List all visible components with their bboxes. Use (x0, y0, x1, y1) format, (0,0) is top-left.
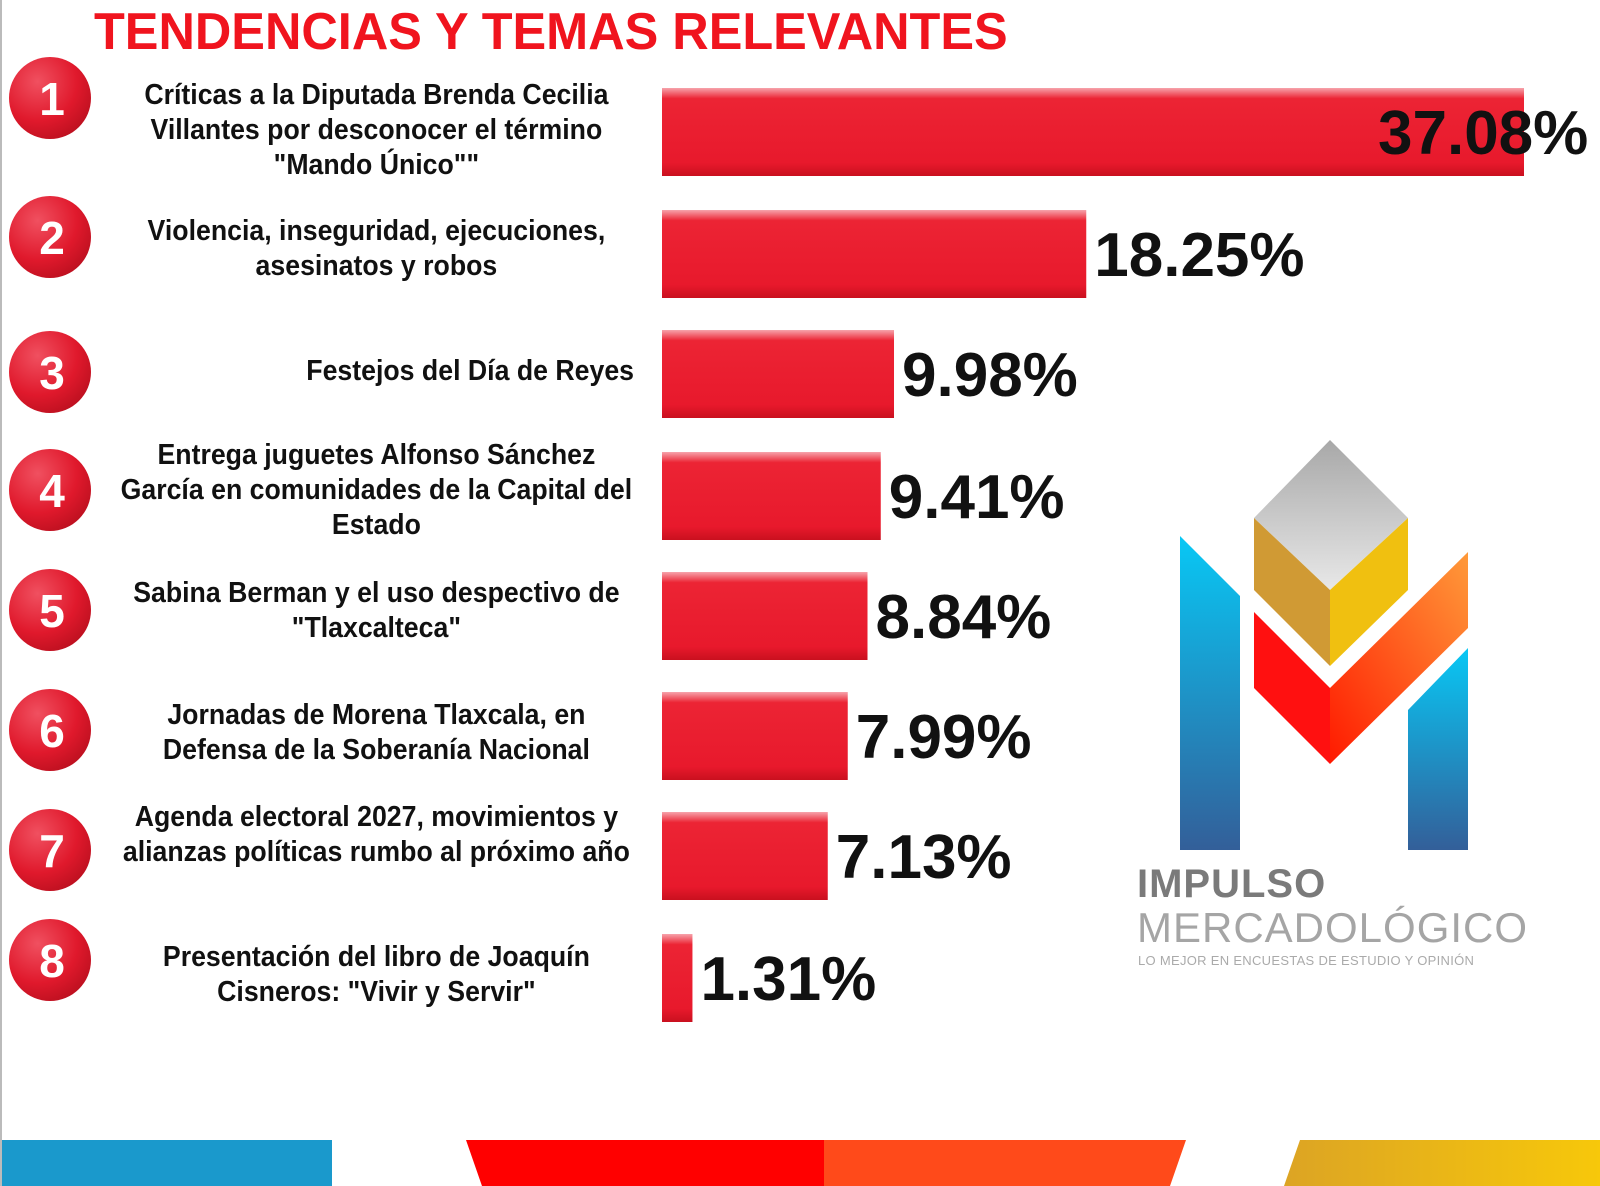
logo-line2: MERCADOLÓGICO (1137, 904, 1529, 951)
rank-badge (9, 689, 91, 771)
bar (662, 572, 868, 660)
category-label: Sabina Berman y el uso despectivo de "Tl… (133, 577, 620, 644)
value-label: 9.98% (902, 341, 1078, 410)
footer-band-yellow (1284, 1140, 1600, 1186)
bar (662, 452, 881, 540)
rank-number: 6 (39, 705, 65, 757)
footer-band-red (466, 1140, 824, 1186)
category-label: Jornadas de Morena Tlaxcala, en Defensa … (162, 699, 590, 766)
category-label: Entrega juguetes Alfonso Sánchez García … (120, 439, 633, 541)
rank-number: 8 (39, 935, 65, 987)
impulso-logo-icon (1180, 440, 1468, 850)
category-label: Violencia, inseguridad, ejecuciones, ase… (147, 215, 606, 282)
value-label: 8.84% (876, 583, 1052, 652)
value-label: 7.13% (836, 823, 1012, 892)
bar (662, 88, 1524, 176)
rank-badge (9, 809, 91, 891)
bar (662, 812, 828, 900)
category-label: Presentación del libro de Joaquín Cisner… (162, 941, 590, 1008)
rank-badge (9, 57, 91, 139)
rank-number: 4 (39, 465, 65, 517)
rank-number: 2 (39, 212, 65, 264)
chart-title: TENDENCIAS Y TEMAS RELEVANTES (94, 3, 1008, 61)
value-label: 1.31% (700, 945, 876, 1014)
rank-number: 3 (39, 347, 65, 399)
value-label: 18.25% (1094, 221, 1304, 290)
rank-number: 7 (39, 825, 65, 877)
rank-badge (9, 569, 91, 651)
bar (662, 934, 693, 1022)
bar (662, 692, 848, 780)
footer-band-orange (824, 1140, 1186, 1186)
rank-badge (9, 919, 91, 1001)
bar (662, 330, 895, 418)
category-label: Críticas a la Diputada Brenda Cecilia Vi… (144, 79, 609, 181)
category-label: Agenda electoral 2027, movimientos y ali… (122, 801, 630, 868)
logo-line1: IMPULSO (1137, 862, 1327, 906)
bar (662, 210, 1087, 298)
logo-tagline: LO MEJOR EN ENCUESTAS DE ESTUDIO Y OPINI… (1138, 953, 1475, 968)
footer-band-blue (2, 1140, 332, 1186)
value-label: 37.08% (1378, 99, 1588, 168)
rank-badge (9, 449, 91, 531)
value-label: 9.41% (889, 463, 1065, 532)
rank-number: 1 (39, 73, 65, 125)
category-label: Festejos del Día de Reyes (306, 355, 634, 387)
rank-badge (9, 196, 91, 278)
rank-number: 5 (39, 585, 65, 637)
value-label: 7.99% (856, 703, 1032, 772)
rank-badge (9, 331, 91, 413)
